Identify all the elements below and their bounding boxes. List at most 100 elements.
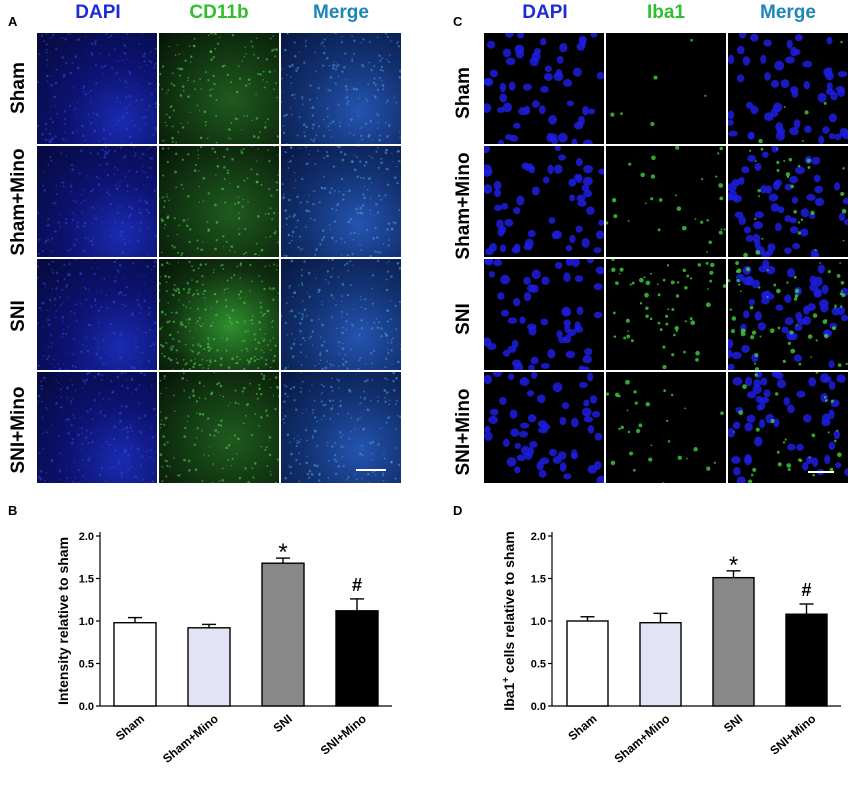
column-header-merge-a: Merge [313, 2, 369, 23]
micrograph-tissue-sham-mino-merge [281, 146, 401, 257]
micrograph-tissue-sni-green [159, 259, 279, 370]
x-tick-label: Sham+Mino [612, 712, 673, 766]
micrograph-tissue-sni-dapi [37, 259, 157, 370]
y-tick-label: 2.0 [531, 531, 546, 543]
micrograph-texture [282, 372, 401, 483]
row-label-sham-a: Sham [8, 62, 29, 114]
micrograph-texture [159, 372, 279, 483]
micrograph-texture [37, 146, 157, 257]
micrograph-texture [281, 33, 401, 144]
micrograph-texture [728, 259, 848, 370]
significance-marker: # [352, 575, 362, 595]
micrograph-cells-sni-mino-merge [728, 372, 848, 483]
x-tick-label: Sham [113, 712, 147, 744]
y-tick-label: 0.5 [79, 659, 94, 671]
micrograph-texture [281, 146, 401, 257]
x-tick-label: SNI+Mino [318, 712, 369, 758]
bar-sham [566, 620, 609, 707]
micrograph-texture [37, 259, 157, 370]
y-tick-label: 1.0 [531, 616, 546, 628]
bar-sni-mino [335, 610, 379, 707]
column-header-iba1: Iba1 [646, 2, 686, 23]
panel-letter-c: C [453, 14, 463, 29]
y-tick-label: 0.0 [79, 701, 94, 713]
bar-chart-b: 0.0 0.5 1.0 1.5 2.0 Sham Sham+Mino * SNI # SNI+Min… [55, 531, 392, 766]
micrograph-cells-sni-dapi [484, 259, 604, 370]
micrograph-cells-sham-mino-dapi [484, 146, 604, 257]
micrograph-texture [159, 33, 279, 144]
micrograph-texture [728, 146, 848, 257]
micrograph-texture [606, 379, 724, 483]
micrograph-texture [606, 146, 726, 253]
y-tick-label: 1.5 [79, 574, 94, 586]
micrograph-texture [484, 33, 604, 144]
y-tick-label: 0.0 [531, 701, 546, 713]
row-label-sni-a: SNI [8, 300, 29, 332]
significance-marker: # [801, 580, 811, 600]
micrograph-cells-sham-green [606, 33, 726, 144]
y-axis-label: Iba1+ cells relative to sham [501, 531, 518, 710]
micrograph-tissue-sni-merge [281, 259, 401, 370]
row-label-sham-c: Sham [453, 67, 474, 119]
x-tick-label: SNI [271, 712, 295, 736]
micrograph-cells-sham-dapi [484, 33, 604, 144]
row-label-sni-mino-a: SNI+Mino [8, 386, 29, 474]
micrograph-tissue-sham-merge [281, 33, 401, 144]
bar-sni [261, 562, 305, 707]
bar-sham [113, 621, 157, 707]
micrograph-cells-sni-mino-green [606, 372, 726, 483]
micrograph-texture [484, 372, 604, 483]
micrograph-cells-sham-mino-merge [728, 146, 848, 257]
panel-letter-b: B [8, 503, 18, 518]
micrograph-cells-sni-mino-dapi [484, 372, 604, 483]
bar-sham-mino [187, 627, 231, 707]
micrograph-texture [728, 372, 848, 483]
x-tick-label: Sham+Mino [160, 712, 221, 766]
panel-letter-d: D [453, 503, 463, 518]
micrograph-tissue-sham-dapi [37, 33, 157, 144]
row-label-sham-mino-a: Sham+Mino [8, 148, 29, 256]
column-header-cd11b: CD11b [189, 2, 249, 23]
y-tick-label: 2.0 [79, 531, 94, 543]
micrograph-tissue-sham-green [159, 33, 279, 144]
micrograph-texture [281, 259, 401, 370]
micrograph-texture [728, 33, 848, 144]
micrograph-tissue-sni-mino-green [159, 372, 279, 483]
y-axis-label: Intensity relative to sham [55, 537, 71, 705]
scale-bar [808, 471, 834, 473]
bar-sham-mino [639, 621, 682, 707]
micrograph-texture [611, 259, 726, 370]
x-tick-label: Sham [565, 712, 599, 744]
column-header-dapi-c: DAPI [522, 2, 568, 23]
x-tick-label: SNI [721, 712, 745, 736]
row-label-sham-mino-c: Sham+Mino [453, 152, 474, 260]
x-tick-label: SNI+Mino [767, 712, 818, 758]
y-tick-label: 1.5 [531, 574, 546, 586]
row-label-sni-mino-c: SNI+Mino [453, 388, 474, 476]
micrograph-texture [610, 38, 707, 127]
y-tick-label: 0.5 [531, 659, 546, 671]
micrograph-tissue-sham-mino-green [159, 146, 279, 257]
micrograph-cells-sham-mino-green [606, 146, 726, 257]
micrograph-texture [37, 33, 157, 144]
micrograph-tissue-sham-mino-dapi [37, 146, 157, 257]
bar-sni [712, 576, 755, 707]
micrograph-tissue-sni-mino-merge [281, 372, 401, 483]
micrograph-cells-sni-green [606, 259, 726, 370]
panel-letter-a: A [8, 14, 18, 29]
micrograph-texture [484, 259, 604, 370]
micrograph-texture [37, 372, 157, 483]
micrograph-cells-sni-merge [728, 259, 848, 370]
significance-marker: * [278, 539, 287, 566]
scale-bar [356, 469, 386, 471]
micrograph-texture [484, 146, 604, 256]
micrograph-cells-sham-merge [728, 33, 848, 144]
bar-sni-mino [785, 613, 828, 707]
row-label-sni-c: SNI [453, 303, 474, 335]
micrograph-tissue-sni-mino-dapi [37, 372, 157, 483]
significance-marker: * [729, 552, 738, 579]
micrograph-texture [159, 146, 279, 257]
y-tick-label: 1.0 [79, 616, 94, 628]
bar-chart-d: 0.0 0.5 1.0 1.5 2.0 Sham Sham+Mino * SNI # SNI+Min… [501, 531, 841, 766]
micrograph-texture [159, 260, 279, 370]
